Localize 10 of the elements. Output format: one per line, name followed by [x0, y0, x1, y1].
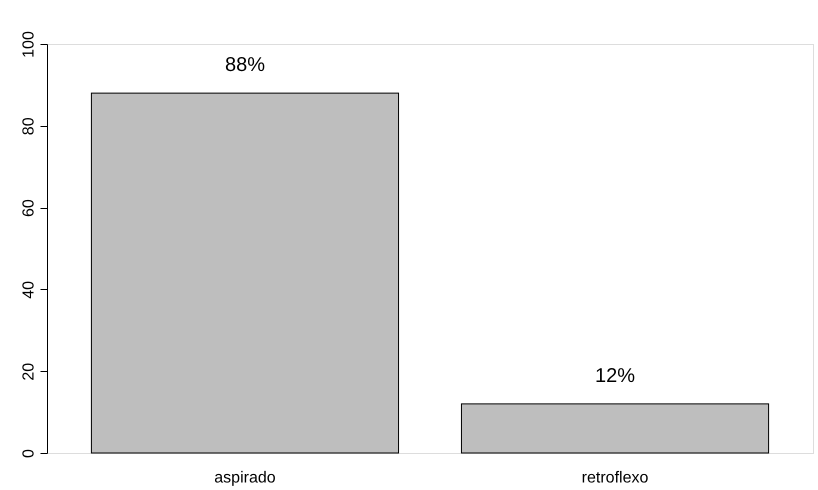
y-tick-label: 0 — [20, 448, 38, 458]
y-tick-label: 20 — [20, 362, 38, 381]
x-tick-label: retroflexo — [582, 470, 648, 486]
y-tick-label: 80 — [20, 117, 38, 136]
y-tick-label: 100 — [20, 31, 38, 58]
y-tick-label: 40 — [20, 280, 38, 299]
data-label: 88% — [224, 54, 266, 76]
y-tick-label: 60 — [20, 199, 38, 217]
data-label: 12% — [595, 364, 636, 387]
x-tick-label: aspirado — [214, 470, 276, 486]
